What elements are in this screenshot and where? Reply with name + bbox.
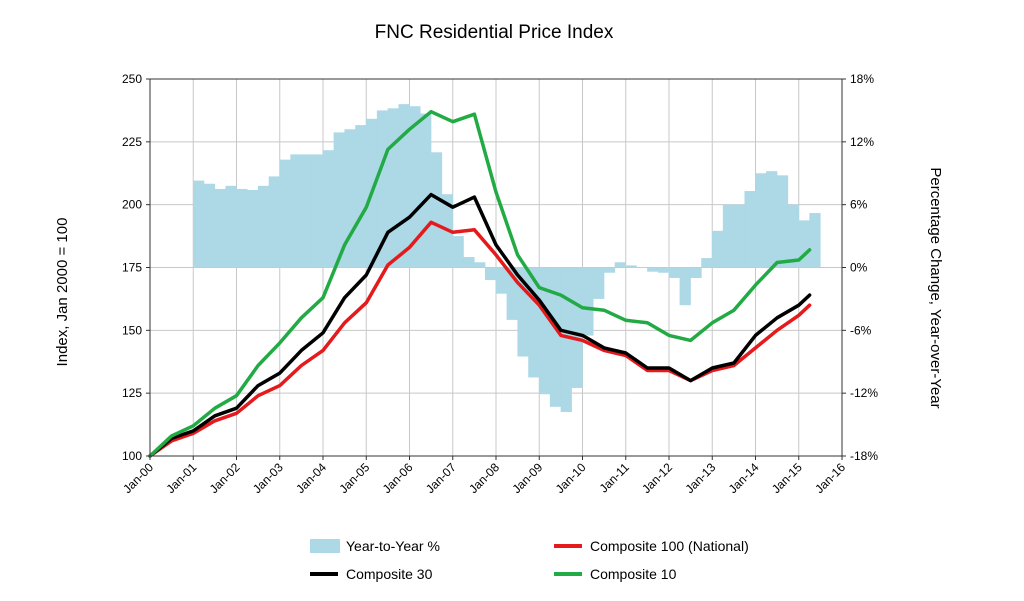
bar-yoy: [268, 176, 280, 268]
bar-yoy: [614, 262, 626, 268]
bar-yoy: [301, 154, 313, 268]
bar-yoy: [236, 188, 248, 268]
bar-yoy: [495, 267, 508, 294]
plot-area: 100 125 150 175 200 225 250 -18% -12% -6% 0% 6% 12% 1…: [120, 72, 878, 496]
y2-tick-label: 0%: [850, 261, 868, 275]
bar-yoy: [355, 125, 367, 268]
y2-tick-label: 18%: [850, 72, 874, 86]
bar-yoy: [430, 152, 443, 268]
bar-yoy: [474, 262, 486, 268]
bar-yoy: [333, 132, 345, 268]
y-axis-label: Index, Jan 2000 = 100: [54, 218, 71, 367]
bar-yoy: [744, 191, 756, 268]
y-tick-label: 175: [122, 261, 142, 275]
legend-label-composite-10: Composite 10: [590, 566, 677, 582]
bar-yoy: [398, 104, 410, 268]
bar-yoy: [225, 185, 237, 268]
bar-yoy: [647, 267, 659, 272]
bar-yoy: [214, 188, 226, 268]
bar-yoy: [755, 173, 767, 268]
legend-swatch-year-to-year: [310, 539, 340, 553]
bar-yoy: [387, 108, 399, 268]
legend-label-year-to-year: Year-to-Year %: [346, 538, 440, 554]
bar-yoy: [582, 267, 594, 336]
bar-yoy: [636, 267, 648, 268]
bar-yoy: [733, 204, 745, 268]
bar-yoy: [311, 154, 324, 268]
y2-tick-label: 6%: [850, 198, 868, 212]
y-tick-label: 225: [122, 135, 142, 149]
bar-yoy: [322, 150, 335, 268]
bar-yoy: [528, 267, 540, 378]
series-line-composite-10: [148, 109, 812, 458]
bar-yoy: [593, 267, 605, 299]
bar-yoy: [668, 267, 681, 278]
series-line-composite-30: [148, 192, 812, 458]
y2-tick-label: 12%: [850, 135, 874, 149]
y2-tick-label: -12%: [850, 386, 878, 400]
bar-yoy: [657, 267, 670, 273]
bar-yoy: [203, 183, 216, 268]
bar-yoy: [798, 220, 810, 268]
y2-tick-label: -6%: [850, 323, 872, 337]
y-tick-label: 125: [122, 386, 142, 400]
bar-yoy: [290, 154, 302, 268]
legend: Year-to-Year % Composite 100 (National) Co…: [310, 538, 749, 582]
y-tick-label: 150: [122, 323, 142, 337]
chart-title: FNC Residential Price Index: [375, 22, 614, 43]
bar-yoy: [506, 267, 518, 320]
bar-yoy: [603, 267, 616, 273]
bar-yoy: [549, 267, 562, 407]
y-tick-label: 200: [122, 198, 142, 212]
bar-yoy: [193, 180, 205, 268]
y2-axis-label: Percentage Change, Year-over-Year: [927, 167, 944, 408]
bar-yoy: [571, 267, 583, 388]
y2-tick-label: -18%: [850, 449, 878, 463]
bar-yoy: [766, 171, 778, 268]
bar-yoy: [722, 204, 735, 268]
bar-yoy: [376, 110, 389, 268]
bar-yoy: [279, 159, 291, 268]
bar-yoy: [625, 265, 637, 268]
bar-yoy: [776, 175, 789, 268]
bar-yoy: [452, 236, 464, 268]
legend-label-composite-30: Composite 30: [346, 566, 433, 582]
bar-yoy: [257, 185, 270, 268]
legend-label-composite-100-national: Composite 100 (National): [590, 538, 749, 554]
series-line-composite-100-national: [148, 220, 812, 458]
bar-yoy: [409, 106, 421, 268]
bar-yoy: [344, 129, 356, 268]
bar-yoy: [712, 230, 724, 268]
bar-yoy: [787, 204, 799, 268]
y-tick-label: 100: [122, 449, 142, 463]
bar-yoy: [690, 267, 702, 278]
bar-yoy: [484, 267, 497, 281]
y-tick-label: 250: [122, 72, 142, 86]
bar-yoy: [517, 267, 529, 357]
bar-yoy: [560, 267, 572, 413]
bar-yoy: [539, 267, 551, 395]
bar-yoy: [247, 190, 259, 268]
bar-yoy: [679, 267, 691, 306]
bar-yoy: [701, 258, 713, 268]
bar-yoy: [809, 213, 821, 268]
bar-yoy: [420, 113, 432, 268]
bar-yoy: [463, 257, 475, 268]
